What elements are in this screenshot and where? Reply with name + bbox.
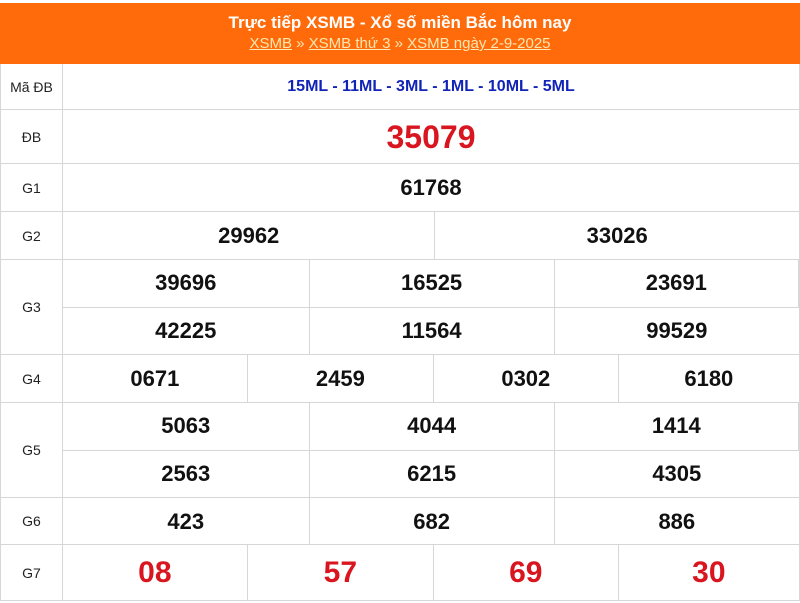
prize-label: G6 (0, 498, 63, 544)
prize-number: 39696 (63, 260, 310, 308)
prize-number: 6180 (684, 366, 734, 391)
prize-label: Mã ĐB (0, 64, 63, 109)
prize-number: 11564 (310, 307, 555, 355)
breadcrumb-separator: » (296, 35, 305, 52)
page-title: Trực tiếp XSMB - Xổ số miền Bắc hôm nay (228, 13, 572, 32)
breadcrumb-xsmb-thu-3[interactable]: XSMB thứ 3 (308, 35, 391, 52)
prize-label: G7 (0, 545, 63, 600)
results-header: Trực tiếp XSMB - Xổ số miền Bắc hôm nay … (0, 3, 800, 64)
prize-number: 682 (310, 498, 555, 545)
prize-label: G5 (0, 403, 63, 497)
prize-number: 08 (63, 545, 248, 601)
row-g6: G6 423 682 886 (0, 498, 800, 545)
prize-label: G4 (0, 355, 63, 402)
prize-number: 2563 (63, 450, 310, 498)
prize-number: 423 (63, 498, 310, 545)
prize-label: ĐB (0, 110, 63, 163)
row-g7: G7 08 57 69 30 (0, 545, 800, 601)
breadcrumb-xsmb-date[interactable]: XSMB ngày 2-9-2025 (407, 35, 551, 52)
prize-number: 886 (658, 508, 696, 534)
breadcrumb-xsmb[interactable]: XSMB (249, 35, 292, 52)
special-code: 15ML - 11ML - 3ML - 1ML - 10ML - 5ML (287, 78, 575, 95)
prize-label: G1 (0, 164, 63, 211)
prize-number: 35079 (386, 118, 476, 155)
prize-number: 69 (434, 545, 619, 601)
prize-number: 30 (692, 556, 726, 589)
prize-number: 16525 (309, 260, 555, 308)
prize-number: 23691 (554, 260, 799, 308)
prize-number: 29962 (63, 212, 436, 260)
prize-number: 2459 (248, 355, 434, 403)
prize-number: 0302 (434, 355, 619, 403)
prize-label: G3 (0, 260, 63, 354)
prize-number: 6215 (310, 450, 555, 498)
breadcrumb: XSMB » XSMB thứ 3 » XSMB ngày 2-9-2025 (0, 35, 800, 52)
row-g2: G2 29962 33026 (0, 212, 800, 260)
prize-number: 1414 (554, 403, 799, 451)
prize-number: 5063 (63, 403, 310, 451)
row-g5: G5 5063 4044 1414 2563 6215 4305 (0, 403, 800, 498)
prize-number: 0671 (63, 355, 248, 403)
row-ma_db: Mã ĐB 15ML - 11ML - 3ML - 1ML - 10ML - 5M… (0, 64, 800, 110)
row-g1: G1 61768 (0, 164, 800, 212)
row-g4: G4 0671 2459 0302 6180 (0, 355, 800, 403)
prize-number: 4305 (652, 461, 702, 487)
breadcrumb-separator: » (394, 35, 403, 52)
prize-label: G2 (0, 212, 63, 259)
prize-number: 61768 (400, 175, 462, 200)
row-db: ĐB 35079 (0, 110, 800, 164)
prize-number: 99529 (646, 318, 708, 344)
prize-number: 4044 (309, 403, 555, 451)
row-g3: G3 39696 16525 23691 42225 11564 99529 (0, 260, 800, 355)
prize-number: 33026 (586, 223, 648, 248)
prize-number: 42225 (63, 307, 310, 355)
prize-number: 57 (248, 545, 434, 601)
